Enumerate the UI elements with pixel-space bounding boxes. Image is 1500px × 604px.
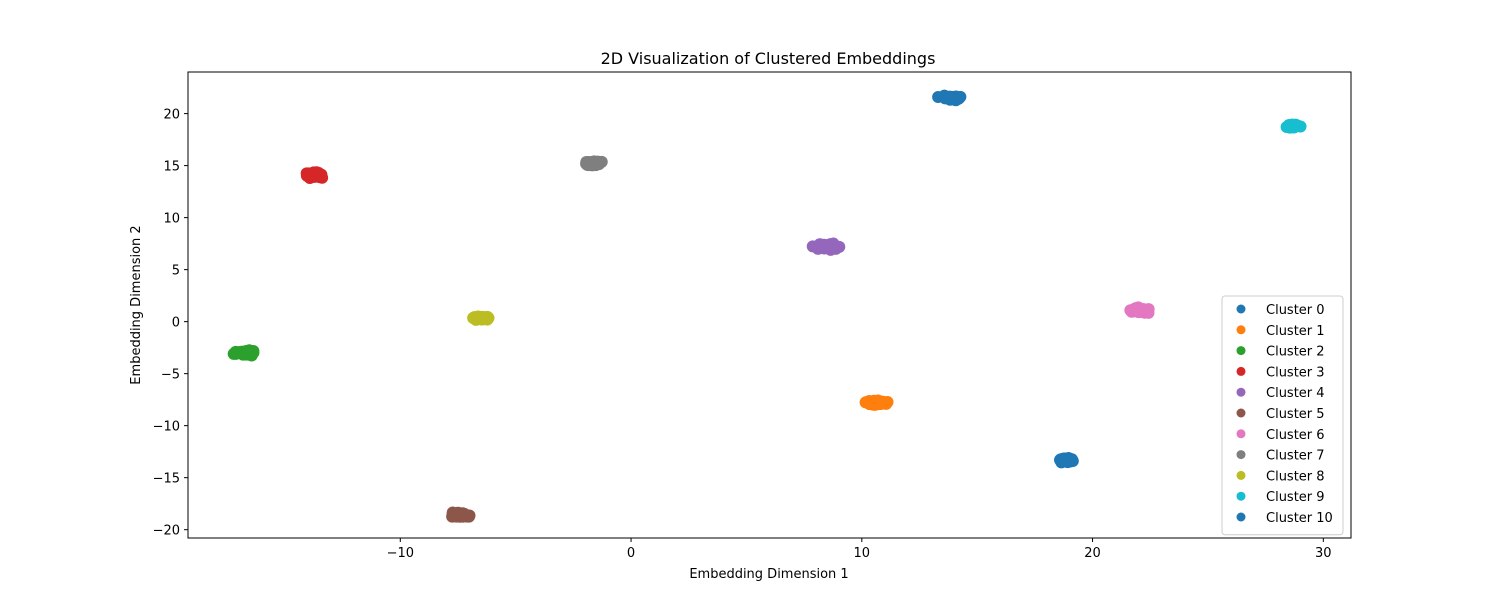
y-axis-label: Embedding Dimension 2 [129,225,144,384]
scatter-point [942,91,955,104]
legend: Cluster 0 Cluster 1 Cluster 2 Cluster 3 Clus… [1221,295,1344,536]
legend-marker [1236,491,1246,501]
series-cluster-2 [227,344,260,362]
scatter-point [463,510,476,523]
y-tick-label: −5 [161,368,180,383]
plot-frame [187,71,1352,539]
y-tick-label: −15 [153,472,180,487]
legend-label: Cluster 2 [1266,345,1325,360]
y-tick-label: −10 [153,420,180,435]
legend-marker [1236,387,1246,397]
x-tick-label: 20 [1084,546,1101,561]
scatter-point [227,347,240,360]
legend-marker [1236,470,1246,480]
legend-marker [1236,325,1246,335]
x-axis-ticks: −10 0 10 20 30 [387,538,1332,561]
scatter-point [868,397,881,410]
y-tick-label: 0 [172,316,180,331]
y-tick-label: 10 [163,212,180,227]
legend-label: Cluster 5 [1266,407,1325,422]
series-cluster-3 [300,166,329,184]
scatter-point [814,239,827,252]
series-cluster-9 [1280,118,1307,134]
series-cluster-5 [446,506,476,523]
scatter-point [1288,120,1301,133]
scatter-point [468,311,481,324]
legend-label: Cluster 9 [1266,490,1325,505]
series-cluster-4 [806,237,846,256]
legend-label: Cluster 10 [1266,511,1333,526]
series-cluster-8 [467,310,495,326]
series-cluster-7 [580,155,608,172]
legend-label: Cluster 4 [1266,386,1325,401]
chart-title: 2D Visualization of Clustered Embeddings [601,49,936,68]
scatter-point [302,169,315,182]
y-tick-label: 20 [163,108,180,123]
legend-marker [1236,346,1246,356]
y-tick-label: −20 [153,524,180,539]
legend-marker [1236,408,1246,418]
series-cluster-1 [859,394,894,411]
scatter-point [1065,453,1078,466]
scatter-point [585,157,598,170]
x-axis-label: Embedding Dimension 1 [689,567,848,582]
legend-label: Cluster 0 [1266,303,1325,318]
scatter-point [827,238,840,251]
series-cluster-0 [932,89,967,107]
legend-box [1221,295,1344,536]
scatter-point [1132,306,1145,319]
series-cluster-10 [1054,451,1079,469]
legend-marker [1236,366,1246,376]
x-tick-label: −10 [387,546,414,561]
legend-marker [1236,512,1246,522]
scatter-point [239,345,252,358]
y-tick-label: 5 [172,264,180,279]
y-tick-label: 15 [163,160,180,175]
legend-label: Cluster 7 [1266,449,1325,464]
legend-marker [1236,304,1246,314]
x-tick-label: 10 [854,546,871,561]
legend-marker [1236,429,1246,439]
legend-marker [1236,450,1246,460]
series-cluster-6 [1124,301,1155,319]
legend-label: Cluster 8 [1266,469,1325,484]
legend-label: Cluster 1 [1266,324,1325,339]
legend-label: Cluster 6 [1266,428,1325,443]
y-axis-ticks: −20 −15 −10 −5 0 5 10 15 20 [153,108,188,539]
x-tick-label: 30 [1315,546,1332,561]
x-tick-label: 0 [627,546,635,561]
legend-label: Cluster 3 [1266,365,1325,380]
points-layer [227,89,1307,523]
